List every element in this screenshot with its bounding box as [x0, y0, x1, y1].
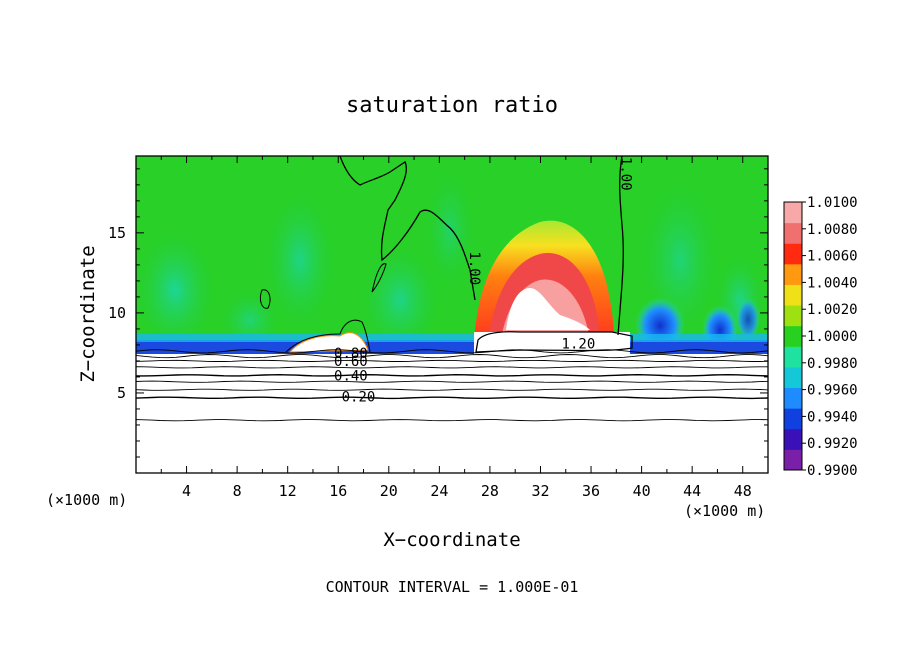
- colorbar-label: 1.0060: [807, 249, 858, 265]
- contour-line-lower: [136, 380, 768, 383]
- contour-label: 1.00: [466, 251, 482, 285]
- x-tick-label: 12: [279, 482, 297, 500]
- colorbar-label: 0.9920: [807, 436, 858, 452]
- y-axis-ticks: 5 10 15: [108, 168, 768, 458]
- contour-line-lower: [136, 359, 768, 362]
- colorbar-swatch: [784, 428, 802, 450]
- colorbar-swatch: [784, 449, 802, 471]
- colorbar-swatch: [784, 284, 802, 306]
- x-tick-label: 28: [481, 482, 499, 500]
- contour-line-lower: [136, 373, 768, 377]
- plot-frame: [135, 155, 769, 474]
- updraft-plume: [474, 220, 614, 345]
- colorbar: [783, 201, 803, 471]
- x-tick-label: 8: [233, 482, 242, 500]
- colorbar-swatch: [784, 202, 802, 224]
- contour-label: 0.60: [334, 354, 368, 370]
- contour-1.00-right: [617, 156, 624, 336]
- contour-1.00-small: [259, 289, 271, 309]
- colorbar-label: 1.0000: [807, 329, 858, 345]
- colorbar-label: 0.9900: [807, 463, 858, 479]
- x-axis-label: X−coordinate: [383, 529, 520, 551]
- colorbar-label: 1.0040: [807, 275, 858, 291]
- contour-line-lower: [136, 388, 768, 391]
- colorbar-swatch: [784, 222, 802, 244]
- colorbar-label: 1.0100: [807, 195, 858, 211]
- colorbar-swatch: [784, 346, 802, 368]
- contour-label: 0.20: [342, 389, 376, 405]
- x-tick-label: 44: [683, 482, 701, 500]
- contour-label: 1.00: [617, 157, 633, 191]
- x-unit-right: (×1000 m): [684, 502, 765, 520]
- colorbar-swatch: [784, 387, 802, 409]
- y-axis-label: Z−coordinate: [77, 245, 99, 382]
- chart-title: saturation ratio: [346, 93, 558, 118]
- contour-line-lower: [136, 396, 768, 400]
- y-tick-label: 10: [108, 304, 126, 322]
- x-tick-label: 32: [531, 482, 549, 500]
- colorbar-swatch: [784, 325, 802, 347]
- contour-1.00-small2: [371, 263, 387, 293]
- y-tick-label: 5: [117, 384, 126, 402]
- contour-left-cloud: [285, 319, 371, 353]
- colorbar-label: 0.9940: [807, 409, 858, 425]
- x-tick-label: 16: [329, 482, 347, 500]
- contour-label: 0.80: [334, 346, 368, 362]
- contour-line-lower: [136, 419, 768, 422]
- x-tick-label: 4: [182, 482, 191, 500]
- contour-1.20: [475, 331, 633, 353]
- colorbar-swatch: [784, 305, 802, 327]
- colorbar-label: 0.9960: [807, 383, 858, 399]
- layer-lower-white: [136, 354, 768, 473]
- x-tick-label: 36: [582, 482, 600, 500]
- x-tick-label: 20: [380, 482, 398, 500]
- x-unit-left: (×1000 m): [46, 491, 127, 509]
- colorbar-swatch: [784, 263, 802, 285]
- x-axis-ticks: 4 8 12 16 20 24 28 32 36 40 44 48: [160, 156, 752, 500]
- contour-labels: 1.00 1.00 1.20 0.800.600.40 0.20: [334, 157, 633, 405]
- layer-cyan-strip: [136, 334, 768, 342]
- colorbar-swatch: [784, 408, 802, 430]
- contour-lines: [259, 156, 633, 353]
- colorbar-swatch: [784, 243, 802, 265]
- colorbar-label: 1.0020: [807, 302, 858, 318]
- colorbar-label: 1.0080: [807, 222, 858, 238]
- left-cloud-white: [288, 332, 369, 353]
- x-tick-label: 40: [633, 482, 651, 500]
- contour-label: 0.40: [334, 369, 368, 385]
- y-tick-label: 15: [108, 224, 126, 242]
- anvil-white: [474, 332, 630, 354]
- x-tick-label: 24: [430, 482, 448, 500]
- contour-interval-footer: CONTOUR INTERVAL = 1.000E-01: [326, 578, 579, 596]
- contour-line-lower: [136, 349, 768, 354]
- colorbar-swatch: [784, 366, 802, 389]
- contour-line-lower: [136, 366, 768, 369]
- contour-line-lower: [136, 354, 768, 359]
- lower-contour-lines: [136, 349, 768, 422]
- contour-label: 1.20: [562, 337, 596, 353]
- colorbar-label: 0.9980: [807, 356, 858, 372]
- colorbar-labels: 1.0100 1.0080 1.0060 1.0040 1.0020 1.0000 0.99…: [802, 195, 858, 479]
- heatmap-field: [136, 156, 768, 473]
- contour-1.00-left: [339, 156, 476, 301]
- x-tick-label: 48: [734, 482, 752, 500]
